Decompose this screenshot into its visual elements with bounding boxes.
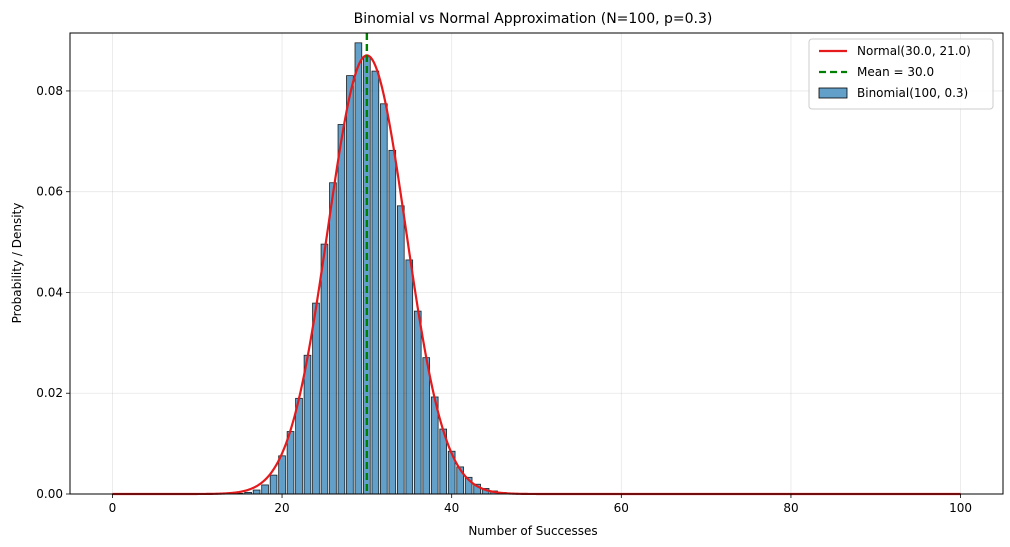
y-axis-ticks: 0.00 0.02 0.04 0.06 0.08 [36, 84, 70, 501]
binomial-bar [278, 455, 286, 495]
normal-curve [112, 54, 961, 496]
binomial-bar [337, 124, 346, 495]
normal-curve-group [112, 54, 961, 496]
legend-box [808, 38, 994, 110]
x-tick-label: 0 [109, 501, 117, 515]
x-tick-label: 80 [783, 501, 798, 515]
binomial-bar [388, 149, 397, 495]
x-axis-label: Number of Successes [468, 524, 597, 538]
y-tick-label: 0.06 [36, 185, 63, 199]
x-tick-label: 100 [949, 501, 972, 515]
plot-frame [69, 32, 1004, 495]
y-tick-label: 0.00 [36, 487, 63, 501]
binomial-bar [396, 205, 405, 495]
y-tick-label: 0.02 [36, 386, 63, 400]
binomial-bar [303, 354, 312, 495]
legend-mean-label: Mean = 30.0 [857, 65, 934, 79]
legend: Normal(30.0, 21.0) Mean = 30.0 Binomial(… [808, 38, 994, 110]
binomial-bar [312, 302, 320, 495]
binomial-bar [405, 259, 414, 495]
binomial-bar [371, 70, 380, 495]
x-tick-label: 20 [274, 501, 289, 515]
x-tick-label: 40 [444, 501, 459, 515]
y-axis-label: Probability / Density [10, 203, 24, 324]
x-axis-ticks: 0 20 40 60 80 100 [109, 494, 972, 515]
chart-title: Binomial vs Normal Approximation (N=100,… [354, 11, 713, 27]
binomial-bar [329, 182, 337, 495]
legend-normal-label: Normal(30.0, 21.0) [857, 44, 971, 58]
binomial-bar [269, 474, 278, 495]
binomial-bar [346, 75, 354, 495]
binomial-bar [261, 484, 269, 495]
binomial-bars [218, 42, 541, 495]
binomial-bar [422, 357, 431, 495]
y-tick-label: 0.04 [36, 285, 63, 299]
binomial-bar [380, 103, 388, 495]
binomial-bar [413, 310, 422, 495]
legend-binomial-swatch [818, 87, 848, 99]
legend-binomial-label: Binomial(100, 0.3) [857, 86, 968, 100]
binomial-bar [354, 42, 363, 495]
binomial-bar [320, 243, 329, 495]
y-tick-label: 0.08 [36, 84, 63, 98]
x-tick-label: 60 [614, 501, 629, 515]
binomial-bar [252, 489, 261, 495]
